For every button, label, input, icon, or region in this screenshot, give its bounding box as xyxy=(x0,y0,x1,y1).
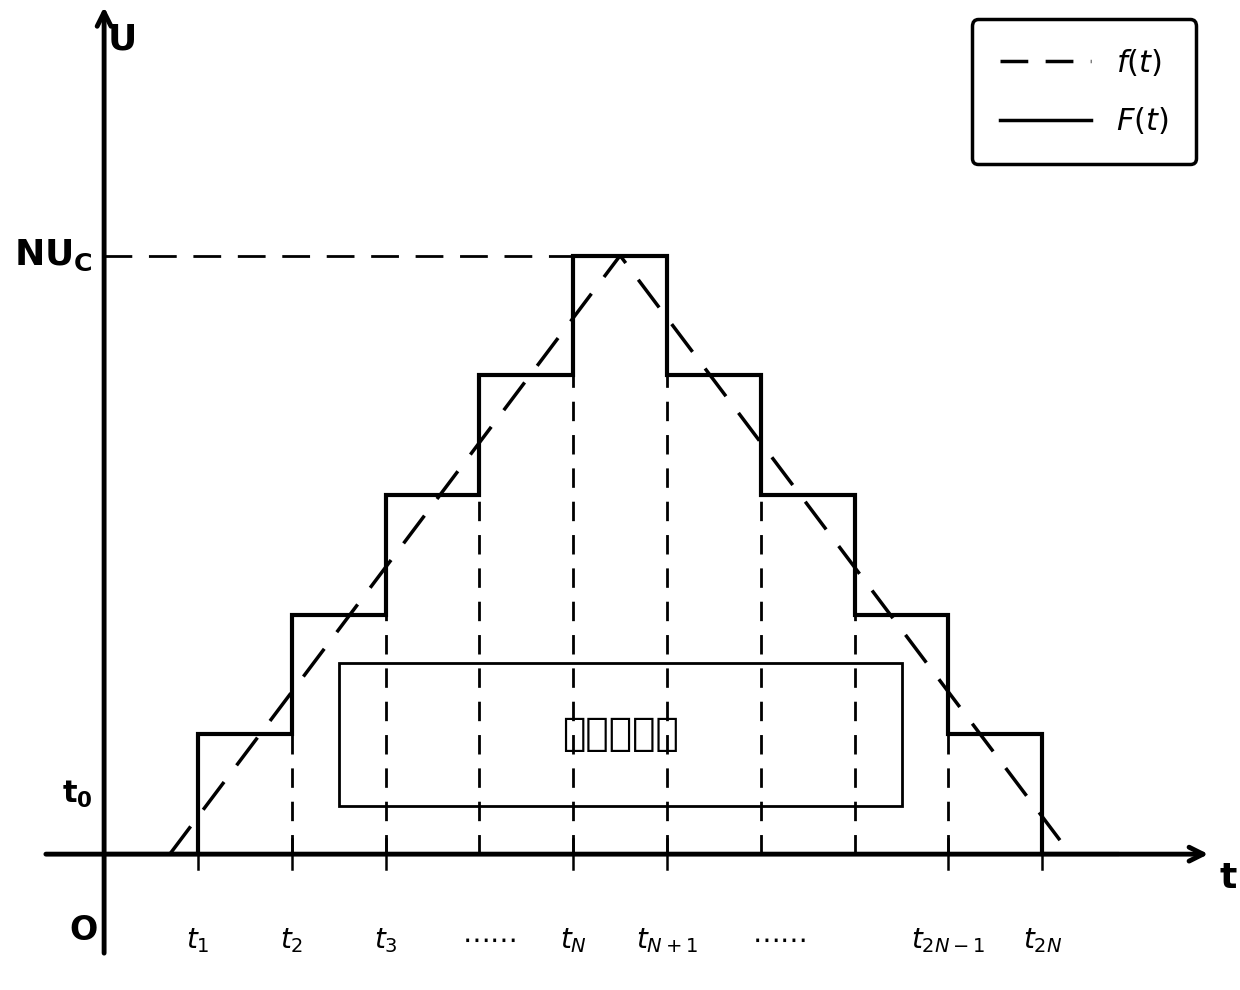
Text: $\mathbf{t_0}$: $\mathbf{t_0}$ xyxy=(62,779,93,810)
Bar xyxy=(339,662,901,806)
Text: $t_{2N}$: $t_{2N}$ xyxy=(1023,926,1061,954)
Legend: $f(t)$, $F(t)$: $f(t)$, $F(t)$ xyxy=(972,20,1195,164)
Text: $\mathbf{U}$: $\mathbf{U}$ xyxy=(107,22,135,56)
Text: $\mathbf{O}$: $\mathbf{O}$ xyxy=(69,914,98,947)
Text: $\mathbf{NU_C}$: $\mathbf{NU_C}$ xyxy=(14,238,93,273)
Text: 正电压部分: 正电压部分 xyxy=(562,716,678,753)
Text: $t_{N+1}$: $t_{N+1}$ xyxy=(636,926,698,954)
Text: $\mathbf{t}$: $\mathbf{t}$ xyxy=(1219,861,1238,895)
Text: $t_2$: $t_2$ xyxy=(280,926,304,954)
Text: $t_1$: $t_1$ xyxy=(186,926,210,954)
Text: $t_N$: $t_N$ xyxy=(559,926,587,954)
Text: $\cdots\cdots$: $\cdots\cdots$ xyxy=(753,926,807,954)
Text: $t_{2N-1}$: $t_{2N-1}$ xyxy=(911,926,986,954)
Text: $t_3$: $t_3$ xyxy=(373,926,398,954)
Text: $\cdots\cdots$: $\cdots\cdots$ xyxy=(461,926,516,954)
